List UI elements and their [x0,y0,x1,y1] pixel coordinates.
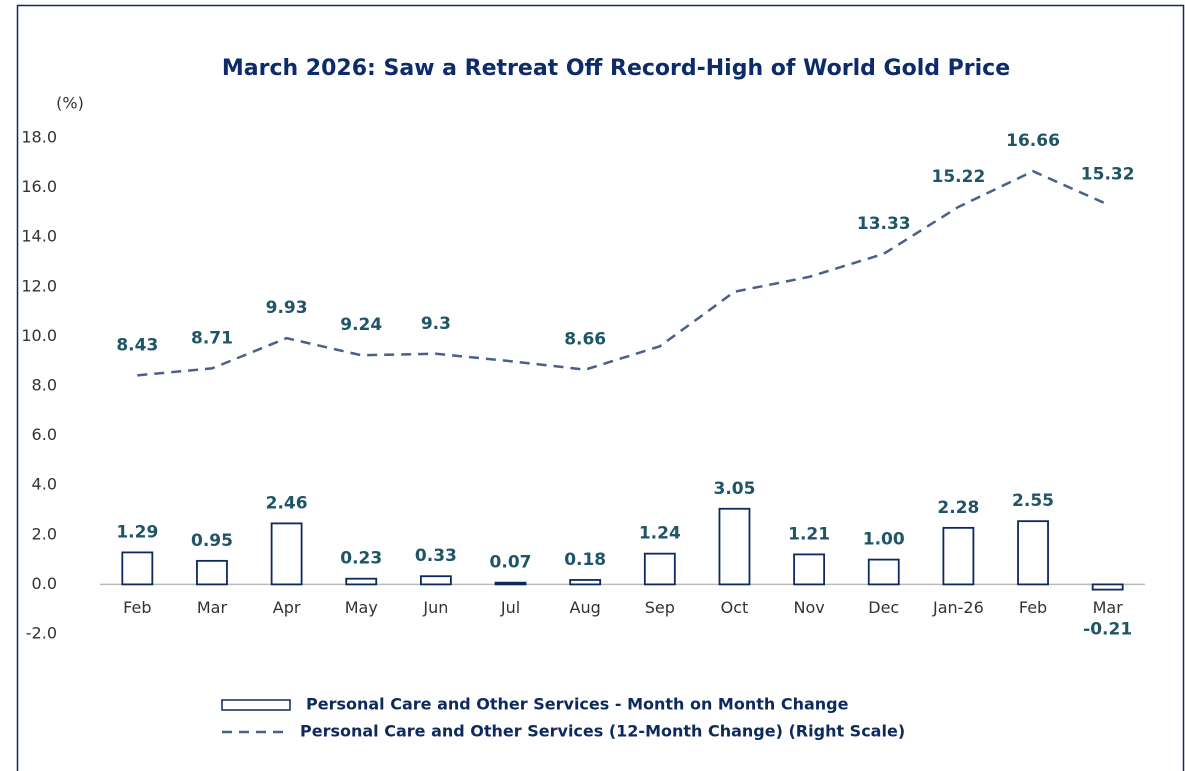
bar [942,526,975,586]
bar [718,507,751,586]
y-tick-label: 10.0 [21,326,57,345]
data-label: 15.22 [932,167,986,187]
data-label: 9.93 [266,298,308,318]
y-tick-label: 6.0 [32,425,57,444]
legend-label: Personal Care and Other Services - Month… [306,695,849,714]
chart-title: March 2026: Saw a Retreat Off Record-Hig… [222,56,1010,81]
chart-frame [16,4,1185,771]
x-tick-label: Nov [793,598,824,617]
data-label: 2.46 [266,493,308,513]
bar [345,577,378,586]
line-series [137,169,1109,377]
x-tick-label: Sep [645,598,675,617]
x-tick-label: Mar [1093,598,1124,617]
data-label: 13.33 [857,214,911,234]
y-tick-label: 16.0 [21,177,57,196]
data-label: 0.23 [340,549,382,569]
bar [643,552,676,586]
data-label: 1.00 [863,530,905,550]
x-tick-label: Feb [1019,598,1047,617]
x-tick-label: Oct [721,598,749,617]
data-label: 8.71 [191,328,233,348]
y-tick-label: 2.0 [32,524,57,543]
data-label: 1.24 [639,524,681,544]
x-tick-label: May [345,598,378,617]
bar [494,581,527,586]
y-tick-label: 8.0 [32,376,57,395]
x-tick-label: Apr [273,598,301,617]
y-tick-label: 0.0 [32,574,57,593]
x-tick-label: Jun [422,598,448,617]
bar [270,522,303,586]
legend-label: Personal Care and Other Services (12-Mon… [300,722,905,741]
bar [1091,583,1124,591]
bar [1017,520,1049,586]
data-label: 0.07 [490,553,532,573]
y-axis-label: (%) [56,94,84,113]
data-label: 9.24 [340,315,382,335]
data-label: 9.3 [421,314,451,334]
data-label: 1.21 [788,524,830,544]
bar [867,558,900,586]
x-tick-label: Jan-26 [932,598,984,617]
x-tick-label: Dec [868,598,899,617]
x-tick-label: Aug [570,598,601,617]
data-label: 2.55 [1012,491,1054,511]
data-label: 0.33 [415,546,457,566]
data-label: 0.18 [564,550,606,570]
x-tick-label: Mar [197,598,228,617]
bar [793,553,826,586]
y-tick-label: 14.0 [21,227,57,246]
data-label: 16.66 [1006,131,1060,151]
y-tick-label: 18.0 [21,128,57,147]
data-label: 8.66 [564,330,606,350]
x-tick-label: Feb [123,598,151,617]
bar [569,579,602,586]
y-tick-label: -2.0 [26,624,57,643]
legend-swatch [221,699,291,711]
bar [419,575,452,586]
y-tick-label: 4.0 [32,475,57,494]
data-label: 8.43 [116,335,158,355]
x-tick-label: Jul [500,598,520,617]
bar [196,559,228,586]
bar [121,551,154,586]
data-label: 3.05 [713,479,755,499]
y-tick-label: 12.0 [21,276,57,295]
data-label: 2.28 [937,498,979,518]
data-label: 1.29 [116,522,158,542]
data-label: 0.95 [191,531,233,551]
data-label: -0.21 [1083,620,1132,640]
data-label: 15.32 [1081,164,1135,184]
